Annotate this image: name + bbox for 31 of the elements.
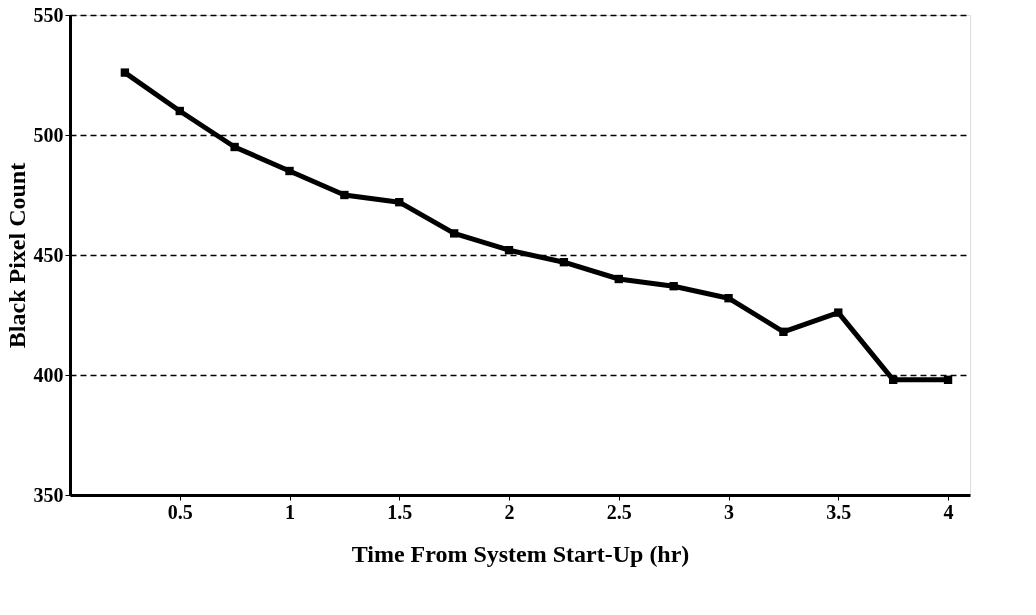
y-tick-label: 350: [33, 483, 64, 506]
point: [449, 229, 459, 238]
point: [285, 166, 294, 176]
point: [724, 294, 733, 303]
point: [175, 106, 184, 116]
x-tick-label: 4: [943, 500, 954, 523]
x-tick-label: 1.5: [387, 500, 413, 523]
point: [504, 246, 514, 255]
x-tick-label: 3.5: [826, 500, 852, 523]
x-tick-label: 0.5: [167, 500, 193, 523]
y-tick-label: 500: [33, 123, 64, 146]
y-axis-title: Black Pixel Count: [3, 162, 30, 349]
point: [120, 68, 130, 77]
y-tick-label: 400: [33, 363, 64, 386]
y-tick-label: 550: [33, 3, 64, 26]
x-tick-label: 2.5: [606, 500, 632, 523]
x-tick-label: 3: [724, 500, 735, 523]
y-tick-label: 450: [33, 243, 64, 266]
point: [559, 258, 569, 267]
x-axis-title: Time From System Start-Up (hr): [351, 540, 690, 567]
point: [834, 308, 843, 317]
point: [230, 142, 239, 152]
x-tick-label: 1: [285, 500, 296, 523]
point: [779, 327, 788, 336]
point: [395, 198, 404, 207]
point: [669, 282, 678, 291]
point: [943, 375, 953, 384]
x-tick-label: 2: [504, 500, 515, 523]
point: [888, 375, 898, 384]
point: [614, 274, 623, 284]
point: [340, 190, 349, 200]
